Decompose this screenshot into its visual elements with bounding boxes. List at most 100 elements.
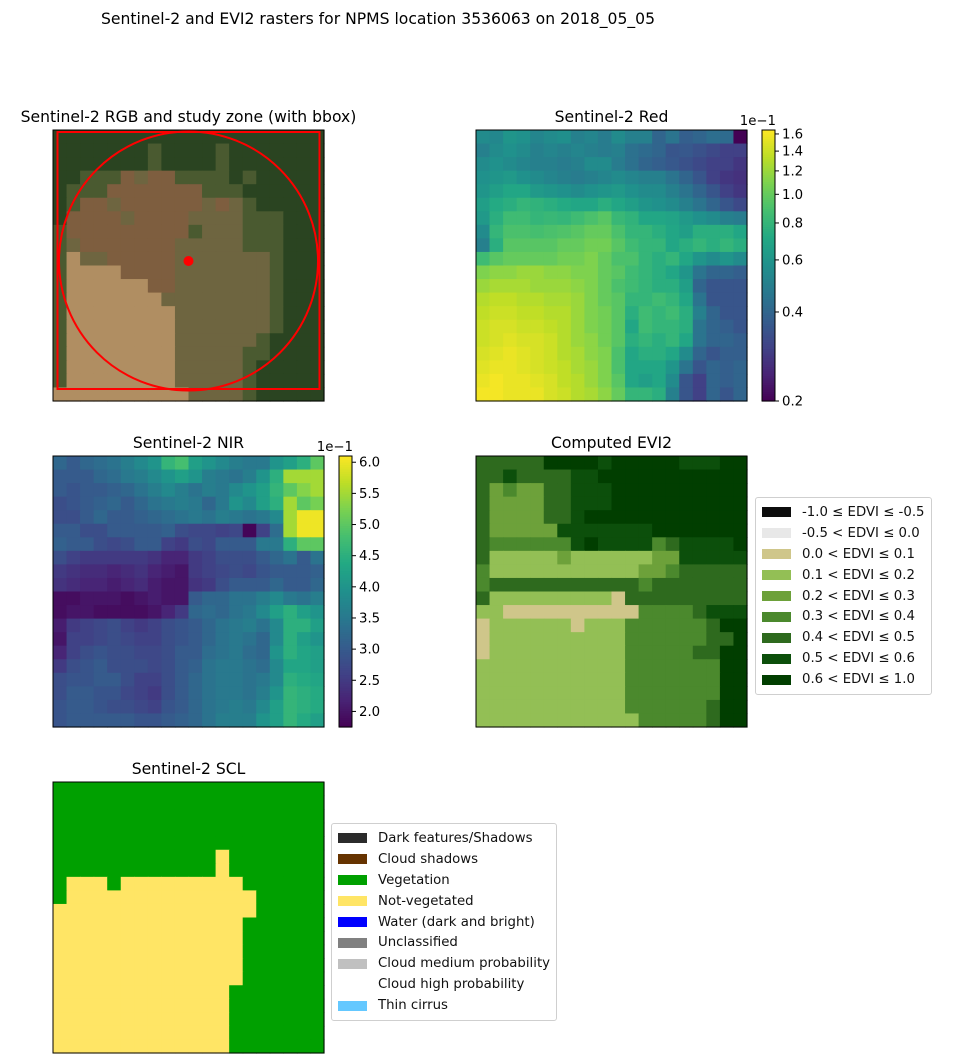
raster-cell bbox=[489, 184, 504, 199]
raster-cell bbox=[310, 795, 325, 810]
raster-cell bbox=[174, 876, 190, 891]
raster-cell bbox=[530, 170, 545, 185]
colorbar-step bbox=[762, 351, 775, 355]
raster-cell bbox=[652, 713, 667, 728]
raster-cell bbox=[296, 157, 312, 172]
raster-cell bbox=[53, 863, 68, 878]
raster-cell bbox=[93, 632, 108, 647]
raster-cell bbox=[611, 292, 626, 307]
raster-cell bbox=[215, 564, 230, 579]
raster-cell bbox=[256, 130, 271, 145]
raster-cell bbox=[679, 238, 694, 253]
raster-cell bbox=[107, 876, 122, 891]
raster-cell bbox=[719, 699, 735, 715]
raster-cell bbox=[296, 632, 312, 647]
raster-cell bbox=[638, 550, 653, 565]
raster-cell bbox=[557, 184, 572, 199]
raster-cell bbox=[503, 564, 518, 579]
raster-cell bbox=[543, 537, 558, 552]
raster-cell bbox=[530, 306, 545, 321]
raster-cell bbox=[719, 224, 735, 239]
raster-cell bbox=[296, 931, 312, 946]
raster-cell bbox=[489, 605, 504, 620]
colorbar-step bbox=[762, 157, 775, 160]
raster-cell bbox=[503, 686, 518, 701]
raster-cell bbox=[134, 170, 149, 185]
raster-cell bbox=[242, 836, 257, 851]
raster-cell bbox=[107, 224, 122, 239]
raster-cell bbox=[719, 143, 735, 158]
raster-cell bbox=[516, 238, 531, 253]
raster-cell bbox=[489, 265, 504, 280]
raster-cell bbox=[557, 157, 572, 172]
raster-cell bbox=[202, 903, 217, 919]
raster-cell bbox=[503, 211, 518, 226]
raster-cell bbox=[611, 184, 626, 199]
raster-cell bbox=[310, 170, 325, 185]
raster-cell bbox=[719, 496, 735, 511]
raster-cell bbox=[516, 577, 531, 593]
raster-cell bbox=[256, 985, 271, 1000]
raster-cell bbox=[476, 577, 491, 593]
raster-cell bbox=[80, 265, 95, 280]
raster-cell bbox=[269, 143, 284, 158]
colorbar-step bbox=[339, 638, 352, 642]
raster-cell bbox=[242, 143, 257, 158]
raster-cell bbox=[530, 319, 545, 334]
raster-cell bbox=[597, 645, 613, 660]
raster-cell bbox=[679, 143, 694, 158]
raster-cell bbox=[269, 184, 284, 199]
raster-cell bbox=[229, 809, 244, 824]
raster-cell bbox=[134, 876, 149, 891]
raster-cell bbox=[120, 809, 135, 824]
raster-cell bbox=[516, 170, 531, 185]
raster-cell bbox=[120, 849, 135, 864]
raster-cell bbox=[202, 564, 217, 579]
raster-cell bbox=[665, 550, 680, 565]
raster-cell bbox=[296, 795, 312, 810]
raster-cell bbox=[147, 550, 162, 565]
raster-cell bbox=[107, 591, 122, 606]
raster-cell bbox=[652, 577, 667, 593]
raster-cell bbox=[597, 537, 613, 552]
raster-cell bbox=[706, 510, 721, 525]
colorbar-tick-label: 4.0 bbox=[359, 580, 380, 595]
raster-cell bbox=[120, 265, 135, 280]
raster-cell bbox=[215, 265, 230, 280]
raster-cell bbox=[489, 157, 504, 172]
raster-cell bbox=[489, 456, 504, 471]
raster-cell bbox=[215, 251, 230, 267]
raster-cell bbox=[120, 699, 135, 715]
raster-cell bbox=[256, 346, 271, 361]
raster-cell bbox=[134, 903, 149, 919]
raster-cell bbox=[147, 483, 162, 498]
raster-cell bbox=[161, 822, 176, 837]
raster-cell bbox=[679, 157, 694, 172]
raster-cell bbox=[706, 618, 721, 633]
raster-cell bbox=[229, 863, 244, 878]
raster-cell bbox=[570, 319, 585, 334]
raster-cell bbox=[256, 645, 271, 660]
raster-cell bbox=[161, 143, 176, 158]
colorbar-step bbox=[339, 677, 352, 681]
raster-cell bbox=[269, 917, 284, 932]
raster-cell bbox=[93, 577, 108, 593]
legend-swatch bbox=[762, 528, 791, 539]
raster-cell bbox=[256, 1025, 271, 1041]
raster-cell bbox=[174, 931, 190, 946]
raster-cell bbox=[147, 605, 162, 620]
raster-cell bbox=[584, 143, 599, 158]
figure-suptitle: Sentinel-2 and EVI2 rasters for NPMS loc… bbox=[101, 10, 655, 29]
raster-cell bbox=[161, 265, 176, 280]
colorbar-step bbox=[339, 469, 352, 473]
colorbar-step bbox=[339, 616, 352, 620]
raster-cell bbox=[543, 238, 558, 253]
raster-cell bbox=[679, 279, 694, 294]
raster-cell bbox=[719, 306, 735, 321]
raster-cell bbox=[638, 279, 653, 294]
raster-cell bbox=[597, 577, 613, 593]
raster-cell bbox=[134, 632, 149, 647]
raster-cell bbox=[611, 251, 626, 267]
colorbar-step bbox=[762, 328, 775, 332]
